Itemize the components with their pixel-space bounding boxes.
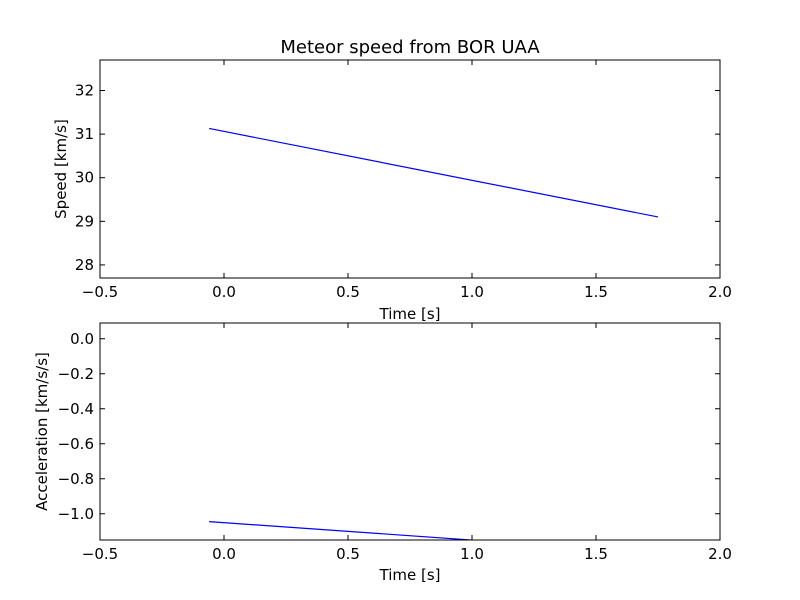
speed-xtick-label: 1.0 [460, 283, 484, 301]
speed-xtick-label: 2.0 [708, 283, 732, 301]
acceleration-ytick-label: −1.0 [58, 505, 94, 523]
speed-ytick-label: 32 [75, 82, 94, 100]
acceleration-series-line [209, 521, 480, 540]
speed-ytick-label: 30 [75, 169, 94, 187]
speed-axes-frame [99, 59, 721, 279]
acceleration-xtick-label: 2.0 [708, 545, 732, 563]
speed-xtick-label: 0.5 [336, 283, 360, 301]
acceleration-xtick-label: −0.5 [82, 545, 118, 563]
acceleration-xtick-label: 1.0 [460, 545, 484, 563]
acceleration-ytick-label: −0.6 [58, 435, 94, 453]
speed-x-axis-label: Time [s] [379, 305, 441, 323]
acceleration-x-axis-label: Time [s] [379, 566, 441, 584]
speed-xtick-label: −0.5 [82, 283, 118, 301]
acceleration-ytick-label: −0.4 [58, 400, 94, 418]
speed-series-line [209, 127, 659, 218]
acceleration-xtick-label: 0.5 [336, 545, 360, 563]
acceleration-axes-frame [99, 322, 721, 541]
speed-xtick-label: 0.0 [212, 283, 236, 301]
acceleration-ytick-label: −0.8 [58, 470, 94, 488]
acceleration-xtick-label: 0.0 [212, 545, 236, 563]
speed-ytick-label: 31 [75, 125, 94, 143]
acceleration-plot: −0.5 0.0 0.5 1.0 1.5 2.0 0.0 −0.2 −0.4 −0.6 −0.8 −1… [33, 322, 732, 584]
acceleration-xtick-label: 1.5 [584, 545, 608, 563]
speed-ytick-label: 29 [75, 212, 94, 230]
speed-y-axis-label: Speed [km/s] [52, 119, 70, 219]
speed-ytick-label: 28 [75, 256, 94, 274]
chart-title: Meteor speed from BOR UAA [280, 37, 540, 58]
speed-plot: −0.5 0.0 0.5 1.0 1.5 2.0 28 29 30 31 32 Time [s] Spe… [52, 59, 732, 323]
acceleration-ytick-label: −0.2 [58, 365, 94, 383]
speed-xtick-label: 1.5 [584, 283, 608, 301]
acceleration-ytick-label: 0.0 [70, 330, 94, 348]
acceleration-y-axis-label: Acceleration [km/s/s] [33, 352, 51, 511]
